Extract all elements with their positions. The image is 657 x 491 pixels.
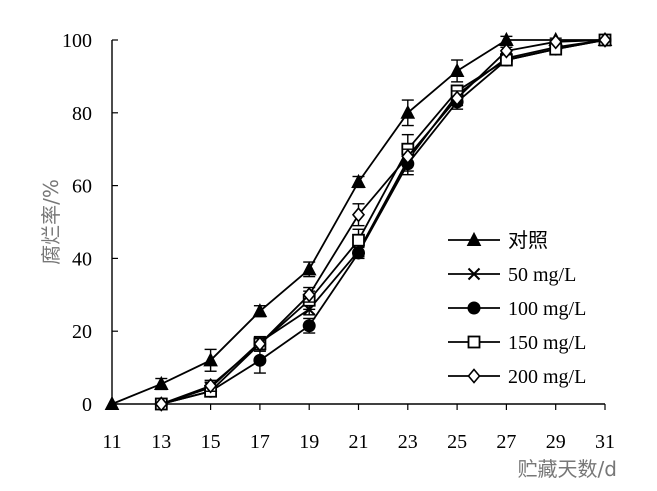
x-tick-label: 23 xyxy=(398,431,418,453)
x-tick-label: 17 xyxy=(250,431,270,453)
data-point xyxy=(203,352,218,367)
legend-label: 150 mg/L xyxy=(508,332,586,354)
marker-stroke xyxy=(467,267,481,281)
y-tick-label: 40 xyxy=(72,248,92,270)
legend-item-1: 对照 xyxy=(448,229,548,252)
data-point xyxy=(450,90,464,106)
y-tick-label: 100 xyxy=(62,30,92,52)
y-axis-title: 腐烂率/% xyxy=(39,179,63,265)
legend-item-4: 150 mg/L xyxy=(448,332,586,354)
legend-marker xyxy=(467,301,481,315)
x-tick-label: 19 xyxy=(299,431,319,453)
data-point xyxy=(253,353,267,367)
legend-label: 100 mg/L xyxy=(508,298,586,320)
y-tick-label: 20 xyxy=(72,321,92,343)
legend-marker xyxy=(467,335,481,349)
data-point xyxy=(253,336,267,352)
data-point xyxy=(302,319,316,333)
y-tick-label: 80 xyxy=(72,103,92,125)
legend-marker xyxy=(466,231,482,246)
data-point xyxy=(153,375,169,390)
data-point xyxy=(401,148,415,165)
data-point xyxy=(598,32,612,48)
data-point xyxy=(352,233,365,247)
series-5 xyxy=(154,32,612,412)
legend-label: 50 mg/L xyxy=(508,264,576,286)
legend-item-2: 50 mg/L xyxy=(448,264,576,286)
legend-item-3: 100 mg/L xyxy=(448,298,586,320)
data-point xyxy=(549,34,563,50)
series-line xyxy=(160,39,606,405)
data-point xyxy=(154,396,168,412)
legend-label: 对照 xyxy=(508,229,548,252)
data-point xyxy=(351,173,366,188)
x-tick-label: 21 xyxy=(349,431,369,453)
x-tick-label: 27 xyxy=(496,431,516,453)
legend-marker xyxy=(467,368,481,384)
data-point xyxy=(499,43,513,59)
data-point xyxy=(104,395,120,410)
legend-label: 200 mg/L xyxy=(508,366,586,388)
x-tick-label: 15 xyxy=(201,431,221,453)
data-point xyxy=(301,261,317,276)
x-tick-label: 13 xyxy=(151,431,171,453)
y-tick-label: 0 xyxy=(82,394,92,416)
data-point xyxy=(252,303,268,318)
y-tick-label: 60 xyxy=(72,176,92,198)
data-point xyxy=(449,62,465,77)
x-tick-label: 29 xyxy=(546,431,566,453)
data-point xyxy=(204,378,218,394)
x-tick-label: 11 xyxy=(102,431,121,453)
x-axis-title: 贮藏天数/d xyxy=(518,457,617,481)
x-tick-label: 25 xyxy=(447,431,467,453)
legend-item-5: 200 mg/L xyxy=(448,366,586,388)
data-point xyxy=(302,287,316,303)
series-line xyxy=(161,39,606,405)
legend-marker xyxy=(467,267,481,281)
data-point xyxy=(400,104,416,119)
data-point xyxy=(351,206,366,223)
x-tick-label: 31 xyxy=(595,431,615,453)
